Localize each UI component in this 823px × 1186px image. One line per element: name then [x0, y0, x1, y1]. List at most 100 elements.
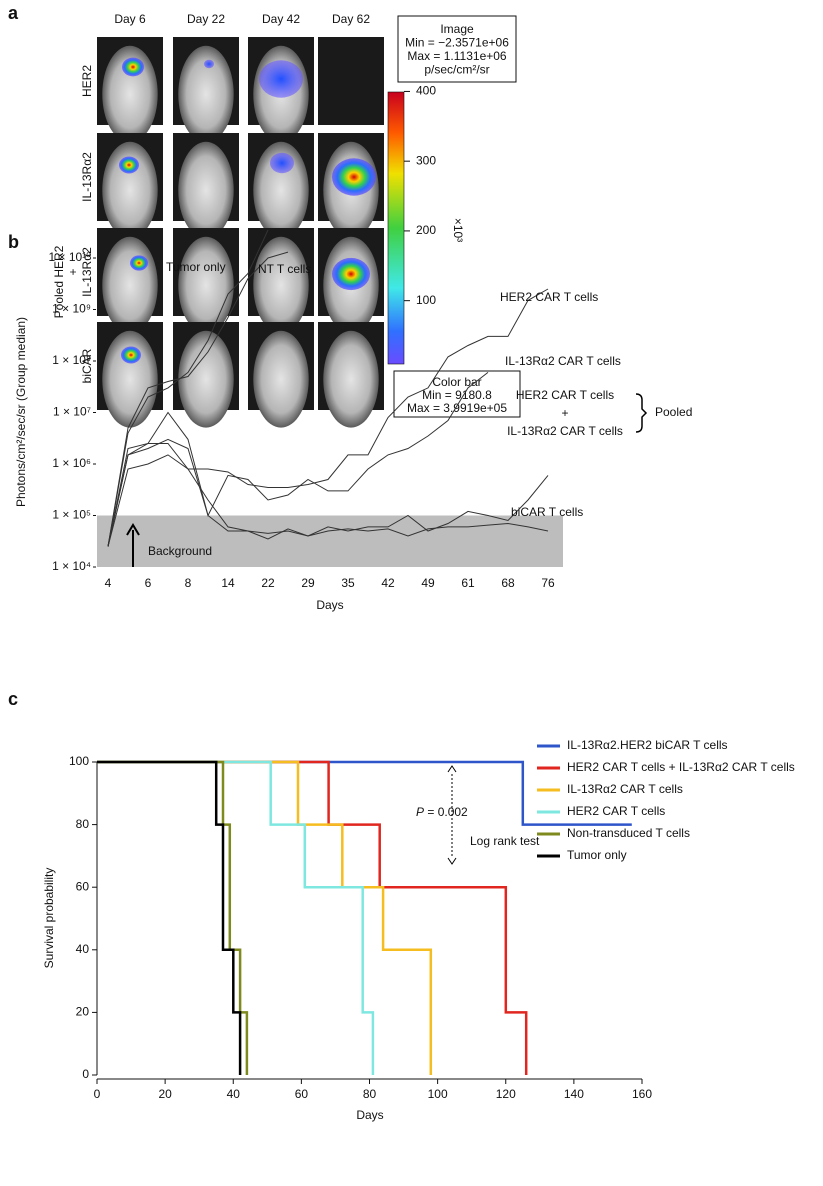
- info-text: Max = 3.9919e+05: [407, 401, 507, 415]
- column-label: Day 22: [187, 12, 225, 26]
- y-tick-label: 1 × 10⁸: [52, 353, 91, 367]
- tick-label: 100: [416, 293, 436, 307]
- annotation: P = 0.002: [416, 805, 468, 819]
- signal: [332, 257, 370, 291]
- series-label: +: [561, 406, 568, 420]
- mouse: [178, 236, 234, 334]
- y-tick-label: 1 × 10⁹: [52, 302, 91, 316]
- legend-label: Non-transduced T cells: [567, 826, 690, 840]
- y-tick-label: 60: [76, 879, 90, 893]
- series-label: IL-13Rα2 CAR T cells: [505, 354, 621, 368]
- panel-label: b: [8, 232, 19, 252]
- mouse: [178, 45, 234, 143]
- x-tick-label: 49: [421, 576, 435, 590]
- plot-area: [107, 229, 549, 547]
- x-tick-label: 4: [105, 576, 112, 590]
- series-label: biCAR T cells: [511, 505, 583, 519]
- annotation: Log rank test: [470, 834, 540, 848]
- y-tick-label: 40: [76, 942, 90, 956]
- row-group-label: Pooled HER2: [52, 245, 66, 318]
- x-tick-label: 29: [301, 576, 315, 590]
- signal: [270, 152, 294, 174]
- legend-label: IL-13Rα2.HER2 biCAR T cells: [567, 738, 728, 752]
- mouse: [253, 330, 309, 428]
- info-text: Min = −2.3571e+06: [405, 36, 509, 50]
- y-tick-label: 0: [82, 1067, 89, 1081]
- x-tick-label: 8: [185, 576, 192, 590]
- tick-label: 200: [416, 223, 436, 237]
- mouse: [178, 330, 234, 428]
- x-tick-label: 22: [261, 576, 275, 590]
- x-tick-label: 76: [541, 576, 555, 590]
- x-tick-label: 68: [501, 576, 515, 590]
- x-tick-label: 160: [632, 1087, 652, 1101]
- legend-label: HER2 CAR T cells + IL-13Rα2 CAR T cells: [567, 760, 795, 774]
- series-line: [107, 454, 549, 547]
- info-text: Max = 1.1131e+06: [407, 49, 507, 63]
- y-tick-label: 20: [76, 1005, 90, 1019]
- info-box: [397, 15, 517, 83]
- panel-label: a: [8, 3, 19, 23]
- series-line: [107, 411, 549, 547]
- mouse: [253, 236, 309, 334]
- band-label: Background: [148, 544, 212, 558]
- y-tick-label: 80: [76, 817, 90, 831]
- x-tick-label: 61: [461, 576, 475, 590]
- y-tick-label: 1 × 10⁷: [53, 405, 91, 419]
- x-tick-label: 14: [221, 576, 235, 590]
- background-band: [97, 515, 563, 567]
- mouse: [323, 330, 379, 428]
- image-cell: [318, 37, 384, 125]
- info-text: Image: [440, 22, 474, 36]
- y-tick-label: 1 × 10¹⁰: [48, 250, 91, 264]
- y-axis-label: Survival probability: [42, 868, 56, 969]
- annotation-italic: P: [416, 805, 424, 819]
- column-label: Day 6: [114, 12, 146, 26]
- x-tick-label: 6: [145, 576, 152, 590]
- bracket: [635, 393, 648, 433]
- y-axis-label: Photons/cm²/sec/sr (Group median): [14, 317, 28, 507]
- series-label: IL-13Rα2 CAR T cells: [507, 424, 623, 438]
- tick-label: 300: [416, 153, 436, 167]
- mouse: [253, 141, 309, 239]
- survival-curve: [97, 760, 242, 1075]
- x-axis-label: Days: [356, 1108, 383, 1122]
- info-text: p/sec/cm²/sr: [424, 63, 489, 77]
- survival-curve: [97, 760, 249, 1075]
- mouse: [102, 141, 158, 239]
- signal: [122, 57, 144, 77]
- x-tick-label: 0: [94, 1087, 101, 1101]
- row-label: IL-13Rα2: [80, 152, 94, 202]
- legend-label: IL-13Rα2 CAR T cells: [567, 782, 683, 796]
- signal: [130, 255, 148, 271]
- y-tick-label: 1 × 10⁶: [52, 456, 91, 470]
- legend-label: Tumor only: [567, 848, 627, 862]
- series-label: HER2 CAR T cells: [516, 388, 614, 402]
- info-text: Color bar: [432, 375, 481, 389]
- tick-label: 400: [416, 84, 436, 98]
- x-tick-label: 80: [363, 1087, 377, 1101]
- x-tick-label: 140: [564, 1087, 584, 1101]
- row-label: IL-13Rα2: [80, 247, 94, 297]
- x-tick-label: 42: [381, 576, 395, 590]
- column-label: Day 62: [332, 12, 370, 26]
- info-text: Min = 9180.8: [422, 388, 492, 402]
- x-axis-label: Days: [316, 598, 343, 612]
- mouse: [178, 141, 234, 239]
- survival-curve: [97, 760, 433, 1075]
- y-tick-label: 1 × 10⁵: [52, 508, 91, 522]
- signal: [204, 59, 214, 69]
- mouse: [102, 330, 158, 428]
- panel-label: c: [8, 689, 18, 709]
- mouse: [102, 236, 158, 334]
- y-tick-label: 1 × 10⁴: [52, 559, 91, 573]
- series-line: [107, 372, 489, 547]
- axis-label: ×10³: [451, 218, 465, 242]
- series-label: HER2 CAR T cells: [500, 290, 598, 304]
- signal: [121, 346, 141, 364]
- series-line: [107, 229, 269, 547]
- survival-curve: [97, 760, 375, 1075]
- colorbar: [387, 91, 405, 365]
- survival-curve: [97, 760, 632, 826]
